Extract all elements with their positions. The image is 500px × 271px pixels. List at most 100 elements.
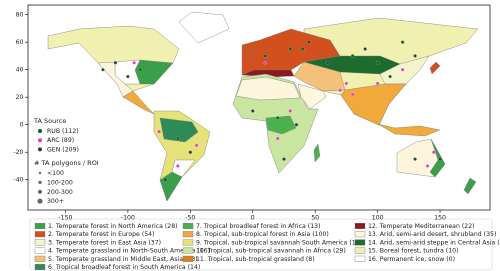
ta-point <box>301 47 305 51</box>
size-label: 200-300 <box>47 189 73 196</box>
ta-point <box>375 61 380 65</box>
x-tick-label: 50 <box>311 215 319 222</box>
ta-point <box>188 150 193 154</box>
size-label: <100 <box>47 170 64 177</box>
ta-point <box>176 136 180 141</box>
region-legend-box <box>29 218 493 271</box>
region-swatch <box>182 231 194 238</box>
y-tick-label: 0 <box>20 122 24 129</box>
ta-point <box>294 122 299 127</box>
region-congo <box>265 115 297 135</box>
region-label: 9. Tropical, sub-tropical savannah South… <box>196 239 362 246</box>
ta-point <box>344 81 349 86</box>
x-tick-label: 100 <box>372 215 384 222</box>
region-label: 7. Tropical broadleaf forest in Africa (… <box>196 223 320 230</box>
region-swatch <box>354 255 366 262</box>
region-swatch <box>182 222 194 229</box>
region-label: 1. Temperate forest in North America (28… <box>48 223 178 230</box>
ta-point <box>400 40 405 44</box>
plot-frame <box>27 4 491 211</box>
region-label: 3. Temperate forest in East Asia (37) <box>48 239 161 246</box>
region-label: 10. Tropical, sub-tropical savannah in A… <box>196 248 346 255</box>
land-madagascar <box>313 143 321 163</box>
region-swatch <box>182 247 194 254</box>
y-tick-label: -20 <box>13 149 23 156</box>
legend-label: ARC (89) <box>47 137 74 144</box>
ta-point <box>363 47 367 51</box>
region-swatch <box>34 255 46 262</box>
region-temperate-forest-na <box>134 59 174 85</box>
ta-point <box>194 143 199 148</box>
x-tick-label: -100 <box>121 215 135 222</box>
ta-point <box>425 164 430 168</box>
ta-point <box>438 157 442 161</box>
source-legend-title: TA Source <box>33 117 66 125</box>
size-legend-title: # TA polygons / ROI <box>34 159 99 167</box>
land-indonesia <box>377 123 441 137</box>
region-label: 11. Tropical, sub-tropical grassland (8) <box>196 256 315 263</box>
size-marker <box>37 198 43 204</box>
region-swatch <box>34 264 46 271</box>
region-swatch <box>34 231 46 238</box>
ta-point <box>413 157 417 161</box>
ta-point <box>375 81 380 86</box>
ta-point <box>113 61 118 65</box>
ta-point <box>157 129 161 134</box>
ta-point <box>163 178 168 182</box>
ta-point <box>350 54 355 58</box>
ta-point <box>176 164 180 168</box>
region-east-australia <box>429 138 446 178</box>
ta-point <box>263 61 267 65</box>
ta-point <box>307 40 311 44</box>
legend-marker <box>38 147 42 152</box>
ta-point <box>263 54 267 58</box>
region-central-america <box>122 90 155 115</box>
land-arabia <box>297 83 327 110</box>
ta-point <box>126 74 130 79</box>
region-swatch <box>354 231 366 238</box>
ta-point <box>132 61 136 65</box>
ta-point <box>413 54 417 58</box>
legend-label: RUB (112) <box>47 128 79 135</box>
ta-point <box>276 116 280 120</box>
region-label: 12. Temperate Mediterranean (22) <box>368 223 475 230</box>
region-amazon <box>159 117 199 143</box>
region-swatch <box>34 247 46 254</box>
legend-label: GEN (209) <box>47 146 79 153</box>
ta-point <box>101 67 105 72</box>
size-label: 300+ <box>47 198 64 205</box>
region-label: 4. Temperate grassland in North-South Am… <box>48 248 210 255</box>
region-tropical-asia <box>340 83 407 126</box>
size-label: 100-200 <box>47 179 73 186</box>
region-label: 6. Tropical broadleaf forest in South Am… <box>48 264 200 271</box>
ta-point <box>251 109 255 113</box>
ta-point <box>350 92 355 97</box>
region-swatch <box>34 222 46 229</box>
y-tick-label: 60 <box>16 39 24 46</box>
land-japan <box>429 61 441 75</box>
size-marker <box>38 180 42 185</box>
y-tick-label: 20 <box>16 94 24 101</box>
region-swatch <box>354 247 366 254</box>
map <box>47 11 479 202</box>
region-swatch <box>182 239 194 246</box>
x-tick-label: -150 <box>58 215 72 222</box>
region-label: 13. Arid, semi-arid desert, shrubland (3… <box>368 231 496 238</box>
ta-point <box>338 88 342 93</box>
size-marker <box>37 189 43 194</box>
region-swatch <box>354 239 366 246</box>
region-swatch <box>34 239 46 246</box>
ta-point <box>138 67 143 72</box>
ta-point <box>276 136 280 141</box>
legend-marker <box>38 138 42 143</box>
ta-point <box>288 109 292 113</box>
ta-point <box>388 74 392 79</box>
size-marker <box>38 171 42 175</box>
region-label: 14. Arid, semi-arid steppe in Central As… <box>368 239 500 246</box>
region-swatch <box>182 255 194 262</box>
region-label: 8. Tropical, sub-tropical forest in Asia… <box>196 231 329 238</box>
region-label: 15. Boreal forest, tundra (10) <box>368 248 459 255</box>
land-new-zealand <box>463 177 477 195</box>
